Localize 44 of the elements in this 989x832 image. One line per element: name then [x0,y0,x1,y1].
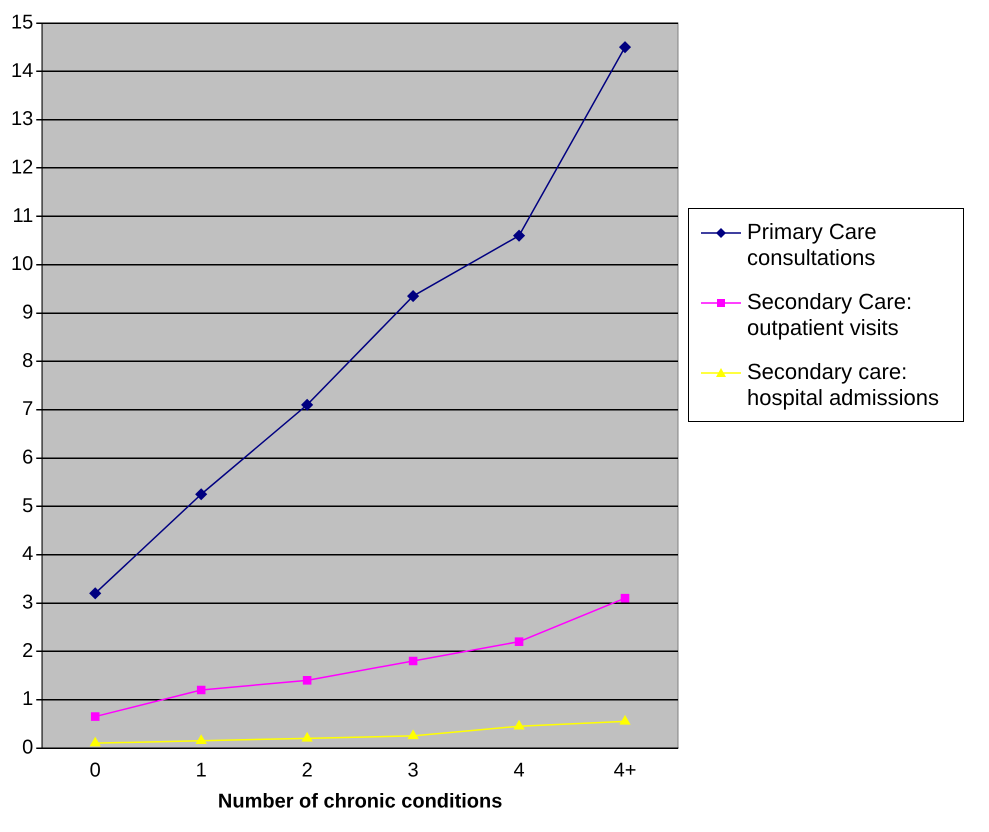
y-tick-label: 11 [12,204,34,227]
y-tick-label: 4 [22,543,34,566]
y-tick-label: 10 [10,253,34,276]
point [407,290,419,302]
point [514,637,524,646]
y-tick-label: 3 [22,592,34,614]
point [514,720,524,730]
point [90,712,100,721]
point [89,588,101,600]
point [196,686,206,694]
x-tick-label: 4 [514,760,525,782]
point [195,488,207,500]
y-tick-label: 2 [22,640,34,662]
y-tick-label: 9 [22,302,34,324]
point [196,735,206,744]
point [620,594,630,602]
x-tick-label: 3 [408,760,419,782]
x-tick-label: 0 [90,760,101,782]
legend-label: Primary Care consultations [747,219,878,271]
x-tick-label: 4+ [614,760,636,782]
point [408,730,418,740]
x-axis-title: Number of chronic conditions [218,790,502,813]
point [619,41,631,53]
legend-label: Secondary Care: outpatient visits [747,289,914,341]
x-tick-label: 1 [196,760,207,782]
point [90,737,100,746]
point [301,399,313,411]
point [513,230,525,242]
point [302,732,312,742]
y-tick-label: 6 [22,446,34,469]
point [620,716,630,725]
y-tick-label: 1 [22,688,34,710]
y-tick-label: 8 [22,350,34,372]
y-tick-label: 0 [22,736,34,759]
y-tick-label: 13 [10,108,34,130]
y-tick-label: 5 [22,494,34,517]
x-tick-label: 2 [302,760,313,782]
y-tick-label: 15 [10,12,34,34]
point [408,656,418,666]
y-tick-label: 7 [22,398,34,420]
legend-label: Secondary care: hospital admissions [747,359,940,411]
point [302,676,312,685]
y-tick-label: 14 [10,60,34,82]
y-tick-label: 12 [10,156,34,179]
